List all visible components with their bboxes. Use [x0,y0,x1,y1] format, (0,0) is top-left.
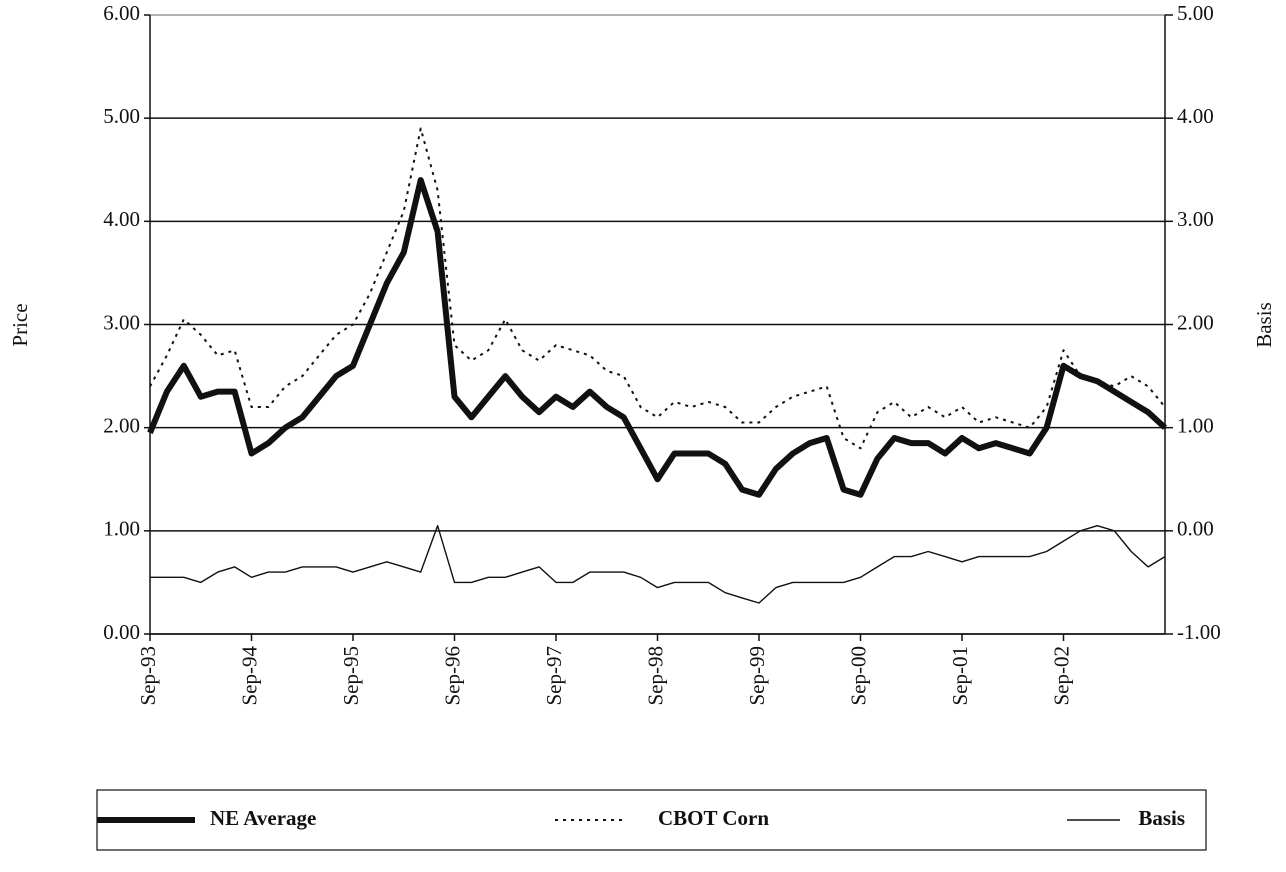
series-line [150,525,1166,604]
x-tick-label: Sep-01 [948,646,972,706]
y-tick-label: 2.00 [103,413,140,437]
x-tick-label: Sep-96 [440,646,464,706]
y2-tick-label: 0.00 [1177,517,1214,541]
y2-tick-label: 1.00 [1177,413,1214,437]
x-tick-label: Sep-94 [237,646,261,706]
series-line [149,127,1166,450]
y2-tick-label: 3.00 [1177,207,1214,231]
y-tick-label: 6.00 [103,1,140,25]
y2-tick-label: 5.00 [1177,1,1214,25]
y-axis-label: Price [8,303,32,346]
y2-axis-label: Basis [1252,302,1276,348]
y2-tick-label: -1.00 [1177,620,1221,644]
x-tick-label: Sep-93 [136,646,160,706]
y-tick-label: 1.00 [103,517,140,541]
legend-label: NE Average [210,806,316,830]
x-tick-label: Sep-95 [339,646,363,706]
y-tick-label: 3.00 [103,310,140,334]
series-line [147,177,1168,498]
y-tick-label: 0.00 [103,620,140,644]
x-tick-label: Sep-98 [643,646,667,706]
x-tick-label: Sep-99 [745,646,769,706]
y2-tick-label: 4.00 [1177,104,1214,128]
y2-tick-label: 2.00 [1177,310,1214,334]
x-tick-label: Sep-02 [1049,646,1073,706]
legend-label: Basis [1138,806,1185,830]
y-tick-label: 5.00 [103,104,140,128]
legend-label: CBOT Corn [658,806,769,830]
y-tick-label: 4.00 [103,207,140,231]
x-tick-label: Sep-00 [846,646,870,706]
x-tick-label: Sep-97 [542,646,566,706]
